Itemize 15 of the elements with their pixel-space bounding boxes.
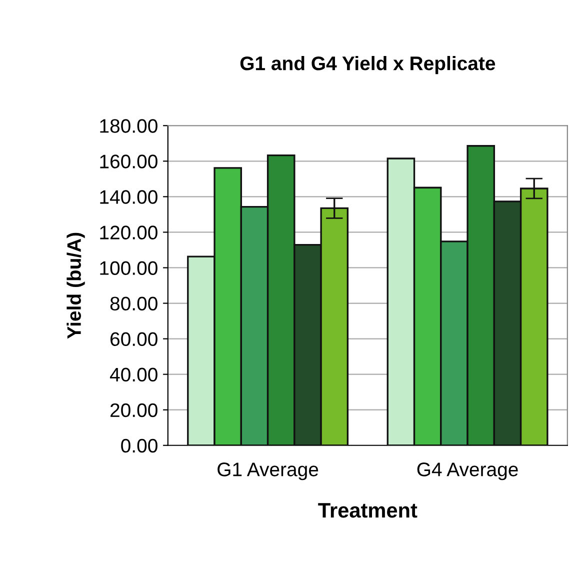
x-axis-title: Treatment — [318, 503, 418, 518]
y-tick-label: 80.00 — [110, 296, 158, 310]
x-tick-label: G1 Average — [218, 462, 318, 480]
y-tick-label: 0.00 — [121, 438, 158, 453]
chart-title: G1 and G4 Yield x Replicate — [240, 56, 496, 74]
y-tick-label: 60.00 — [110, 332, 158, 346]
y-tick-label: 100.00 — [100, 261, 158, 275]
y-axis-title: Yield (bu/A) — [66, 232, 85, 339]
y-tick-label: 40.00 — [110, 368, 158, 382]
y-tick-label: 160.00 — [100, 154, 158, 168]
x-tick-label: G4 Average — [417, 462, 518, 480]
y-tick-label: 20.00 — [110, 403, 158, 418]
y-tick-label: 180.00 — [100, 119, 158, 133]
y-tick-label: 140.00 — [100, 190, 158, 204]
y-tick-label: 120.00 — [100, 226, 158, 240]
